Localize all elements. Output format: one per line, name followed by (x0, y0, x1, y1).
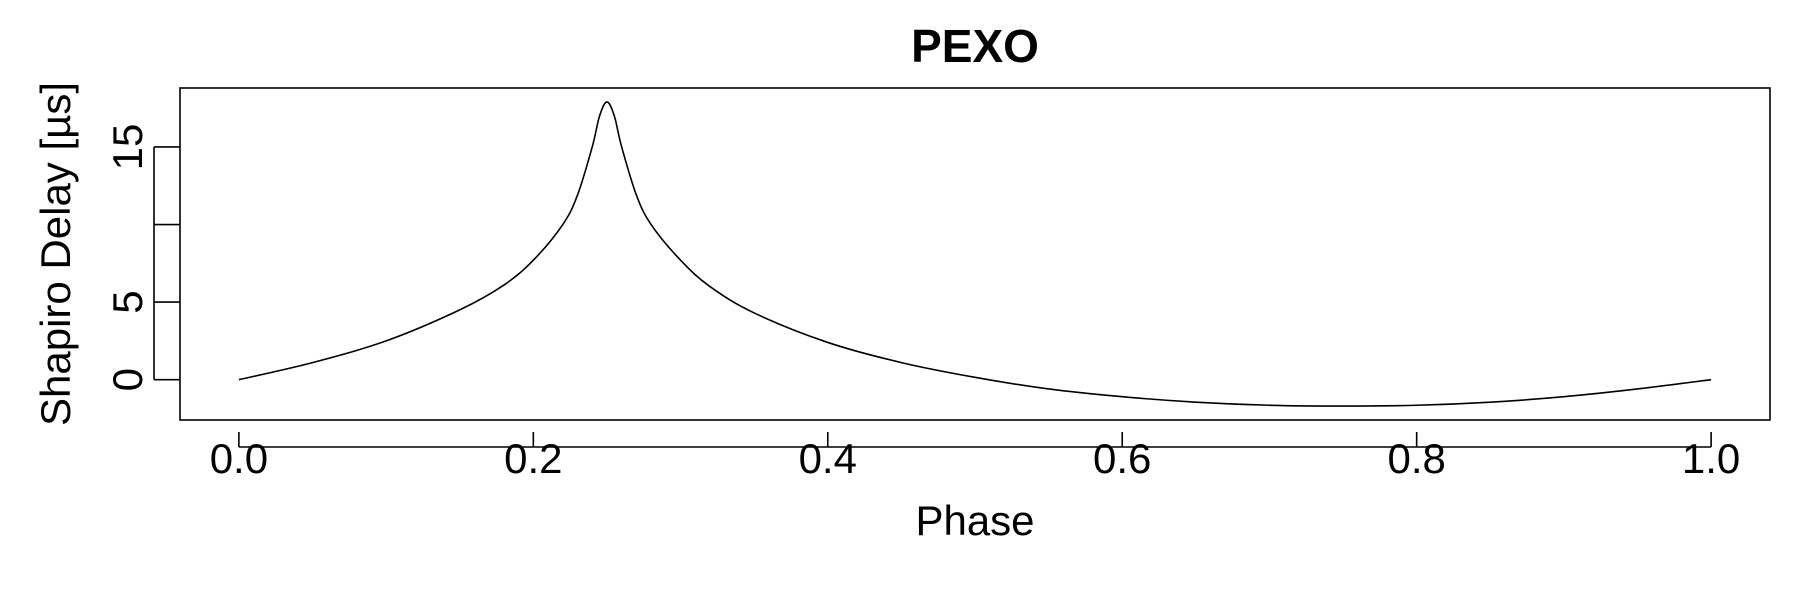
x-tick-label: 1.0 (1682, 435, 1740, 482)
y-axis-label: Shapiro Delay [µs] (32, 82, 79, 426)
x-tick-label: 0.6 (1093, 435, 1151, 482)
chart-title: PEXO (911, 20, 1039, 72)
x-axis-label: Phase (915, 497, 1034, 544)
y-axis: 0 5 15 (104, 124, 180, 391)
series-layer (238, 101, 1712, 407)
series-line-1 (238, 101, 1712, 407)
x-tick-label: 0.0 (210, 435, 268, 482)
plot-frame (179, 87, 1771, 421)
y-tick-label: 0 (104, 368, 151, 391)
y-tick-label: 15 (104, 124, 151, 171)
x-tick-label: 0.4 (799, 435, 857, 482)
x-axis: 0.0 0.2 0.4 0.6 0.8 1.0 (210, 432, 1740, 482)
x-tick-label: 0.8 (1387, 435, 1445, 482)
y-tick-label: 5 (104, 290, 151, 313)
x-tick-label: 0.2 (504, 435, 562, 482)
